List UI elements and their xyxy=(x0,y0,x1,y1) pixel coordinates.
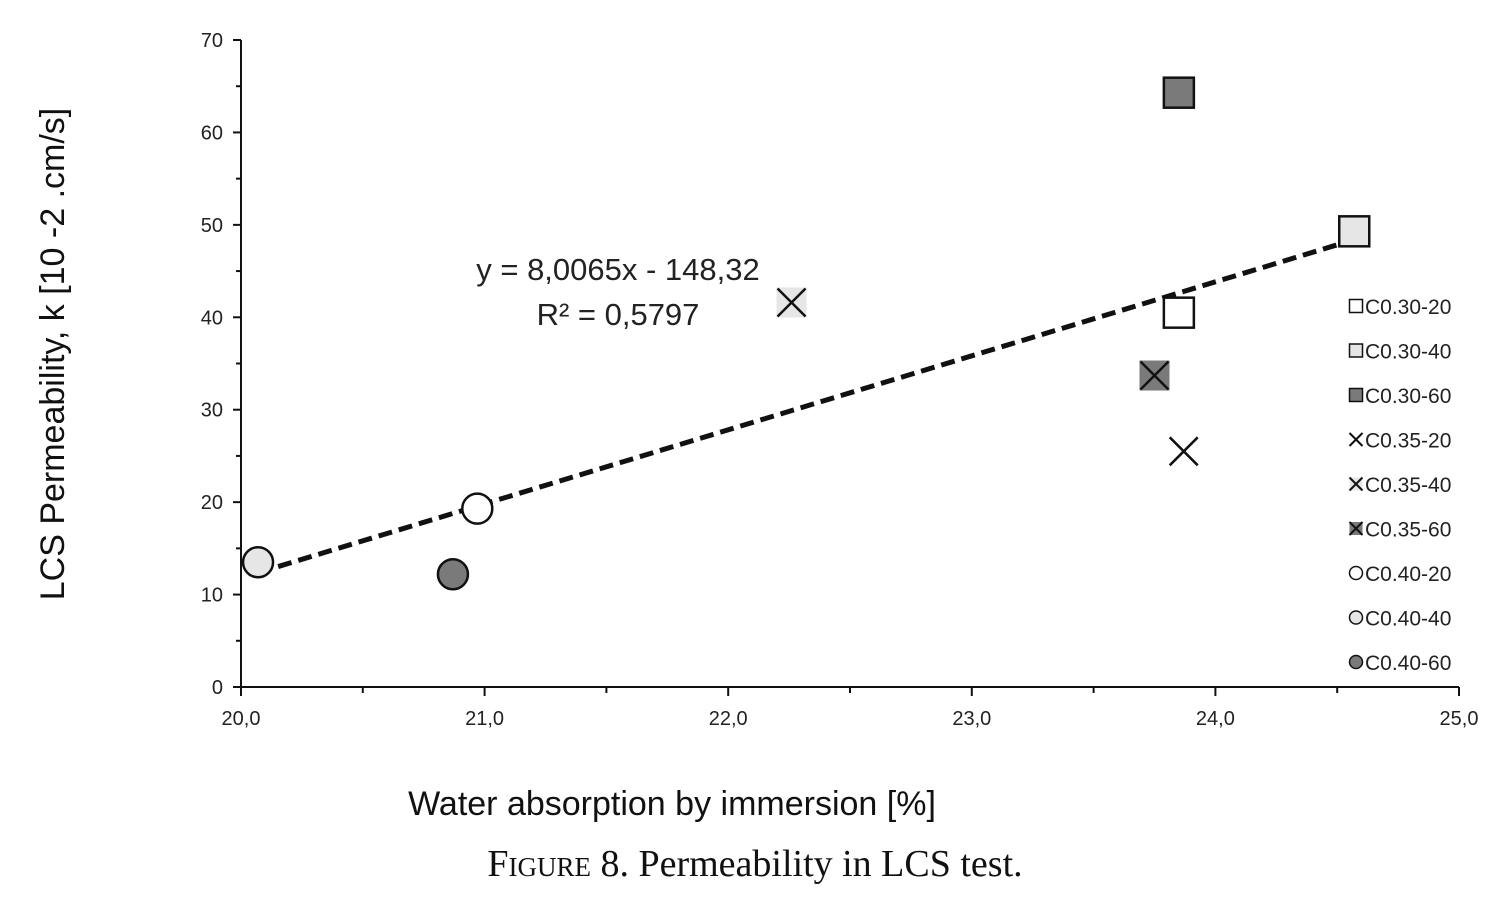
x-tick-label: 25,0 xyxy=(1440,708,1479,730)
legend-item: C0.35-60 xyxy=(1348,519,1451,542)
x-tick-labels: 20,0 21,0 22,0 23,0 24,0 25,0 xyxy=(222,708,1479,730)
axes xyxy=(233,39,1460,696)
y-tick-label: 40 xyxy=(201,307,223,329)
square-marker xyxy=(1162,296,1196,329)
trendline-equation: y = 8,0065x - 148,32 xyxy=(476,252,760,287)
cross-marker xyxy=(1348,432,1364,447)
square-marker xyxy=(1338,215,1371,248)
legend-label: C0.35-60 xyxy=(1365,519,1451,542)
y-tick-label: 0 xyxy=(212,677,223,699)
y-tick-label: 50 xyxy=(201,215,223,237)
y-tick-label: 20 xyxy=(201,492,223,514)
legend-item: C0.30-40 xyxy=(1348,341,1451,364)
legend-item: C0.40-40 xyxy=(1348,608,1451,631)
caption-prefix: Figure xyxy=(487,843,591,885)
legend-label: C0.35-20 xyxy=(1365,430,1451,453)
x-axis-title: Water absorption by immersion [%] xyxy=(408,785,936,823)
figure-caption: Figure 8. Permeability in LCS test. xyxy=(0,842,1510,886)
trendline-r2: R² = 0,5797 xyxy=(537,297,700,332)
data-point xyxy=(1168,436,1199,467)
data-point xyxy=(1162,296,1196,329)
legend-label: C0.35-40 xyxy=(1365,474,1451,497)
cross-marker xyxy=(776,287,807,318)
legend-item: C0.35-40 xyxy=(1348,474,1451,497)
y-tick-label: 30 xyxy=(201,400,223,422)
data-point xyxy=(436,557,470,591)
legend-label: C0.40-40 xyxy=(1365,608,1451,631)
legend-item: C0.40-20 xyxy=(1348,563,1451,586)
y-tick-label: 60 xyxy=(201,122,223,144)
square-marker xyxy=(1162,76,1196,109)
circle-marker xyxy=(1348,565,1364,581)
data-point xyxy=(241,545,275,579)
legend-label: C0.40-60 xyxy=(1365,652,1451,675)
data-points xyxy=(241,76,1371,591)
y-tick-label: 10 xyxy=(201,585,223,607)
scatter-chart: 20,0 21,0 22,0 23,0 24,0 25,0 0 10 20 30 40 50 60 70… xyxy=(34,30,1479,823)
legend-marker xyxy=(1348,654,1364,670)
circle-marker xyxy=(461,492,494,525)
caption-text: 8. Permeability in LCS test. xyxy=(590,843,1023,885)
square-marker xyxy=(1348,387,1364,403)
data-point xyxy=(776,287,807,318)
legend-label: C0.40-20 xyxy=(1365,563,1451,586)
x-tick-label: 20,0 xyxy=(222,708,261,730)
legend-item: C0.35-20 xyxy=(1348,430,1451,453)
data-point xyxy=(461,492,494,525)
x-tick-label: 24,0 xyxy=(1196,708,1235,730)
cross-marker xyxy=(1168,436,1199,467)
circle-marker xyxy=(436,557,470,591)
legend-item: C0.30-60 xyxy=(1348,385,1451,408)
legend: C0.30-20 C0.30-40 C0.30-60 C0.35-20 C0.35-40… xyxy=(1348,296,1451,675)
y-tick-label: 70 xyxy=(201,30,223,52)
circle-marker xyxy=(241,545,275,579)
cross-marker xyxy=(1139,360,1170,391)
square-marker xyxy=(1348,298,1364,314)
square-marker xyxy=(1348,343,1364,358)
legend-label: C0.30-20 xyxy=(1365,296,1451,319)
y-axis-title: LCS Permeability, k [10 -2 .cm/s] xyxy=(34,108,72,601)
circle-marker xyxy=(1348,610,1364,625)
circle-marker xyxy=(1348,654,1364,670)
legend-item: C0.40-60 xyxy=(1348,652,1451,675)
legend-marker xyxy=(1348,432,1364,447)
x-tick-label: 23,0 xyxy=(952,708,991,730)
legend-marker xyxy=(1348,610,1364,625)
data-point xyxy=(1338,215,1371,248)
legend-marker xyxy=(1348,387,1364,403)
legend-marker xyxy=(1348,565,1364,581)
trendline xyxy=(257,237,1355,576)
legend-marker xyxy=(1348,476,1364,492)
legend-marker xyxy=(1348,521,1364,536)
cross-marker xyxy=(1348,521,1364,536)
legend-marker xyxy=(1348,343,1364,358)
x-tick-label: 21,0 xyxy=(465,708,504,730)
y-tick-labels: 0 10 20 30 40 50 60 70 xyxy=(201,30,223,699)
legend-label: C0.30-60 xyxy=(1365,385,1451,408)
x-tick-label: 22,0 xyxy=(709,708,748,730)
data-point xyxy=(1139,360,1170,391)
legend-label: C0.30-40 xyxy=(1365,341,1451,364)
data-point xyxy=(1162,76,1196,109)
legend-item: C0.30-20 xyxy=(1348,296,1451,319)
cross-marker xyxy=(1348,476,1364,492)
legend-marker xyxy=(1348,298,1364,314)
